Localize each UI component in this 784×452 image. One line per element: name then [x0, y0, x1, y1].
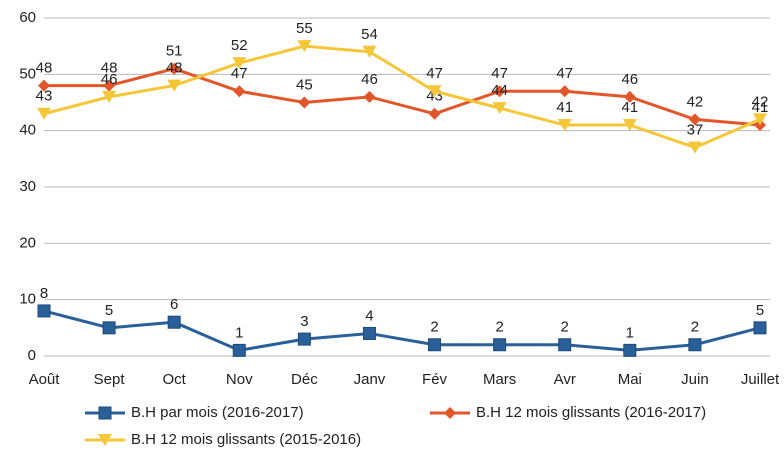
- point: [103, 79, 116, 92]
- data-label: 6: [170, 296, 178, 313]
- series-line: [43, 309, 761, 352]
- point: [102, 90, 117, 103]
- data-label: 2: [495, 319, 503, 336]
- data-label: 46: [101, 71, 118, 88]
- point: [232, 57, 247, 70]
- data-label: 52: [231, 37, 248, 54]
- data-label: 43: [36, 88, 53, 105]
- data-label: 5: [105, 302, 113, 319]
- data-label: 42: [752, 93, 769, 110]
- data-label: 48: [101, 60, 118, 77]
- data-label: 44: [491, 82, 508, 99]
- data-label: 48: [166, 60, 183, 77]
- data-label: 1: [626, 324, 634, 341]
- point: [623, 90, 636, 103]
- x-tick-label: Juin: [681, 371, 709, 388]
- legend-marker: [444, 407, 456, 419]
- point: [688, 338, 702, 352]
- point: [558, 85, 571, 98]
- data-label: 2: [430, 319, 438, 336]
- data-label: 47: [426, 65, 443, 82]
- point: [428, 107, 441, 120]
- y-tick-label: 0: [28, 347, 36, 364]
- data-label: 46: [361, 71, 378, 88]
- point: [428, 338, 442, 352]
- data-label: 48: [36, 60, 53, 77]
- y-tick-label: 40: [19, 122, 36, 139]
- point: [102, 321, 116, 335]
- point: [492, 102, 507, 115]
- data-label: 4: [365, 307, 373, 324]
- legend-marker: [98, 434, 112, 446]
- point: [557, 119, 572, 132]
- point: [688, 113, 701, 126]
- point: [753, 321, 767, 335]
- x-tick-label: Avr: [554, 371, 576, 388]
- point: [427, 85, 442, 98]
- point: [233, 85, 246, 98]
- x-tick-label: Oct: [163, 371, 187, 388]
- data-label: 47: [231, 65, 248, 82]
- x-tick-label: Août: [29, 371, 61, 388]
- x-tick-label: Sept: [94, 371, 126, 388]
- data-label: 42: [687, 93, 704, 110]
- data-label: 46: [621, 71, 638, 88]
- x-tick-label: Mars: [483, 371, 516, 388]
- point: [297, 332, 311, 346]
- data-label: 37: [687, 122, 704, 139]
- data-label: 55: [296, 20, 313, 37]
- point: [558, 338, 572, 352]
- legend-label: B.H par mois (2016-2017): [131, 404, 304, 421]
- point: [168, 62, 181, 75]
- x-tick-label: Fév: [422, 371, 448, 388]
- point: [363, 90, 376, 103]
- y-tick-label: 10: [19, 291, 36, 308]
- legend-label: B.H 12 mois glissants (2016-2017): [476, 404, 706, 421]
- point: [493, 85, 506, 98]
- x-tick-label: Déc: [291, 371, 318, 388]
- data-label: 3: [300, 313, 308, 330]
- point: [622, 119, 637, 132]
- data-label: 41: [556, 99, 573, 116]
- point: [298, 96, 311, 109]
- data-label: 51: [166, 43, 183, 60]
- data-label: 47: [491, 65, 508, 82]
- data-label: 45: [296, 76, 313, 93]
- y-tick-label: 60: [19, 9, 36, 26]
- x-tick-label: Janv: [354, 371, 386, 388]
- point: [362, 45, 377, 58]
- data-label: 41: [621, 99, 638, 116]
- data-label: 41: [752, 99, 769, 116]
- point: [362, 326, 376, 340]
- point: [37, 304, 51, 318]
- data-label: 47: [556, 65, 573, 82]
- data-label: 54: [361, 26, 378, 43]
- data-label: 8: [40, 285, 48, 302]
- point: [623, 343, 637, 357]
- x-tick-label: Mai: [618, 371, 642, 388]
- data-label: 2: [561, 319, 569, 336]
- data-label: 1: [235, 324, 243, 341]
- point: [167, 79, 182, 92]
- legend-marker: [98, 406, 112, 420]
- legend-label: B.H 12 mois glissants (2015-2016): [131, 431, 361, 448]
- point: [687, 141, 702, 154]
- point: [167, 315, 181, 329]
- x-tick-label: Nov: [226, 371, 253, 388]
- series-line: [44, 67, 761, 127]
- y-tick-label: 20: [19, 234, 36, 251]
- point: [38, 79, 50, 92]
- data-label: 5: [756, 302, 764, 319]
- y-tick-label: 50: [19, 65, 36, 82]
- x-tick-label: Juillet: [741, 371, 780, 388]
- point: [753, 113, 767, 126]
- point: [37, 107, 51, 120]
- point: [232, 343, 246, 357]
- point: [297, 40, 312, 53]
- y-tick-label: 30: [19, 178, 36, 195]
- data-label: 2: [691, 319, 699, 336]
- point: [493, 338, 507, 352]
- series-line: [43, 44, 761, 150]
